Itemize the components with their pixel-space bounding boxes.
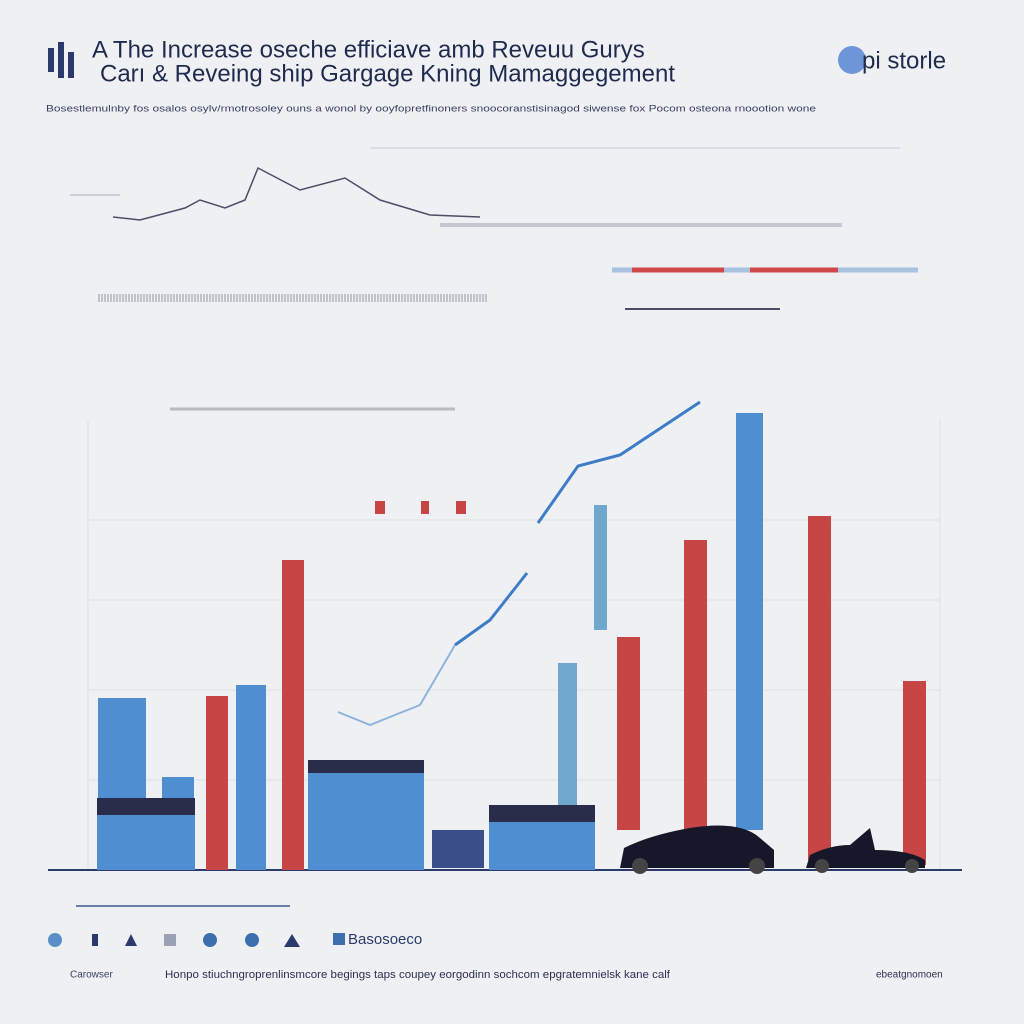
decor-top bbox=[70, 147, 918, 411]
footer-text: Honpo stiuchngroprenlinsmcore begings ta… bbox=[165, 969, 671, 981]
logo: pi storle bbox=[862, 47, 946, 74]
logo-icon bbox=[838, 46, 866, 74]
legend-icons bbox=[48, 933, 345, 947]
decor-lines bbox=[337, 400, 701, 727]
header-icon bbox=[48, 42, 74, 78]
title: Carı & Reveing ship Gargage Kning Mamagg… bbox=[100, 60, 675, 87]
footer-text: ebeatgnomoen bbox=[876, 970, 943, 981]
car bbox=[620, 825, 925, 874]
subtitle: Bosestlemulnby fos osalos osylv/rmotroso… bbox=[46, 104, 816, 115]
title: A The Increase oseche efficiave amb Reve… bbox=[92, 36, 645, 63]
legend-label: Basosoeco bbox=[348, 931, 422, 948]
decor-bars bbox=[97, 413, 926, 870]
decor-grid bbox=[48, 420, 962, 871]
footer-text: Carowser bbox=[70, 970, 113, 981]
